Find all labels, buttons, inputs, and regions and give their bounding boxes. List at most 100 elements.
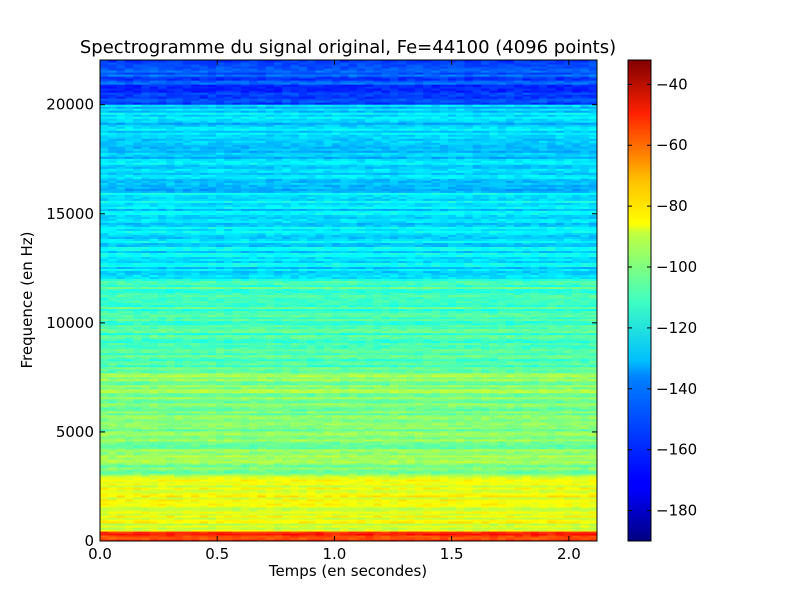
heatmap-cell [456,470,466,474]
heatmap-cell [389,454,399,458]
heatmap-cell [215,508,225,512]
heatmap-cell [207,474,217,478]
heatmap-cell [191,420,200,424]
heatmap-cell [398,436,408,440]
heatmap-cell [406,520,416,524]
heatmap-cell [505,472,515,476]
heatmap-cell [149,418,159,422]
heatmap-cell [265,480,275,484]
heatmap-cell [124,532,134,536]
heatmap-cell [373,520,383,524]
heatmap-cell [199,420,209,424]
heatmap-cell [563,430,573,434]
heatmap-cell [191,440,200,444]
heatmap-cell [207,486,217,490]
heatmap-cell [215,422,225,426]
heatmap-cell [166,512,176,516]
heatmap-cell [133,446,143,450]
heatmap-cell [100,539,109,541]
heatmap-cell [414,448,424,452]
heatmap-cell [215,476,225,480]
heatmap-cell [207,426,217,430]
heatmap-cell [522,528,532,532]
heatmap-cell [273,514,283,518]
heatmap-cell [315,438,325,442]
heatmap-cell [497,524,507,528]
heatmap-cell [323,502,333,506]
heatmap-cell [472,424,482,428]
heatmap-cell [215,430,225,434]
heatmap-cell [166,472,176,476]
heatmap-cell [472,512,482,516]
heatmap-cell [191,524,200,528]
heatmap-cell [282,492,292,496]
heatmap-cell [456,520,466,524]
heatmap-cell [389,532,399,536]
heatmap-cell [389,526,399,530]
heatmap-cell [323,438,333,442]
heatmap-cell [265,508,275,512]
heatmap-cell [315,498,325,502]
heatmap-cell [290,470,300,474]
heatmap-cell [381,532,391,536]
heatmap-cell [489,440,499,444]
heatmap-cell [348,522,358,526]
heatmap-cell [149,508,159,512]
heatmap-cell [100,476,109,480]
heatmap-cell [530,488,540,492]
heatmap-cell [340,472,350,476]
heatmap-cell [290,476,300,480]
heatmap-cell [133,502,143,506]
heatmap-cell [207,432,217,436]
heatmap-cell [398,528,408,532]
heatmap-cell [199,530,209,534]
heatmap-cell [323,506,333,510]
heatmap-cell [224,462,234,466]
heatmap-cell [116,490,126,494]
heatmap-cell [381,476,391,480]
heatmap-cell [439,442,449,446]
heatmap-cell [307,526,316,530]
heatmap-cell [481,462,490,466]
heatmap-cell [149,454,159,458]
heatmap-cell [348,418,358,422]
heatmap-cell [514,426,524,430]
heatmap-cell [522,422,532,426]
heatmap-cell [265,484,275,488]
heatmap-cell [191,516,200,520]
heatmap-cell [431,448,441,452]
heatmap-cell [141,418,151,422]
heatmap-cell [298,496,308,500]
heatmap-cell [149,460,159,464]
heatmap-cell [282,458,292,462]
heatmap-cell [539,470,548,474]
heatmap-cell [373,444,383,448]
heatmap-cell [133,522,143,526]
heatmap-cell [182,496,192,500]
heatmap-cell [505,520,515,524]
heatmap-cell [323,428,333,432]
heatmap-cell [249,472,258,476]
heatmap-cell [464,432,474,436]
heatmap-cell [257,530,267,534]
heatmap-cell [431,526,441,530]
spectrogram-plot-area [100,60,597,541]
heatmap-cell [307,504,316,508]
heatmap-cell [489,456,499,460]
heatmap-cell [166,478,176,482]
heatmap-cell [174,478,184,482]
heatmap-cell [439,446,449,450]
heatmap-cell [406,530,416,534]
heatmap-cell [489,528,499,532]
heatmap-cell [398,524,408,528]
heatmap-cell [166,539,176,541]
heatmap-cell [232,416,242,420]
heatmap-cell [224,536,234,540]
heatmap-cell [588,446,597,450]
heatmap-cell [489,430,499,434]
heatmap-cell [505,466,515,470]
heatmap-cell [423,424,432,428]
heatmap-cell [505,446,515,450]
heatmap-cell [489,482,499,486]
heatmap-cell [100,440,109,444]
